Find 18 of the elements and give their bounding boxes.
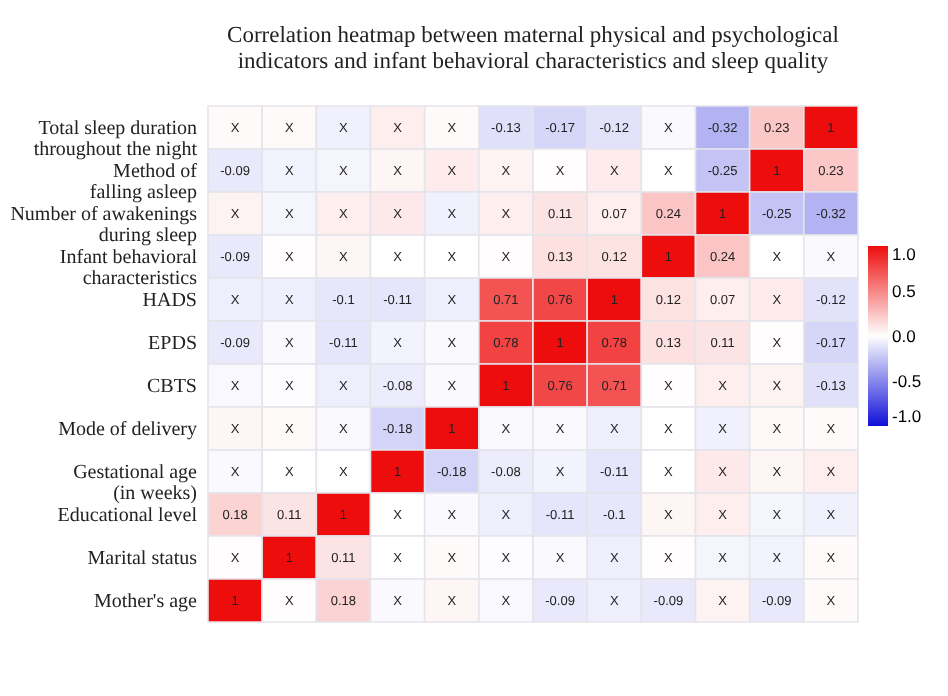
chart-title: Correlation heatmap between maternal physical and psychological indicators and infant behavioral characteristics and sleep quality (227, 24, 839, 75)
y-tick-label: Total sleep duration throughout the night (33, 117, 198, 161)
y-tick-label: Marital status (87, 547, 198, 570)
y-tick-label: CBTS (146, 375, 197, 398)
y-tick-label: Educational level (57, 504, 198, 527)
color-bar-label: -1.0 (892, 406, 922, 426)
y-tick-label: Mode of delivery (58, 418, 197, 441)
y-tick-label: Infant behavioral characteristics (59, 246, 198, 290)
y-tick-label: Gestational age (in weeks) (73, 461, 199, 505)
color-bar-label: 1.0 (892, 244, 917, 264)
y-tick-label: HADS (142, 289, 197, 312)
color-bar-label: -0.5 (892, 371, 922, 391)
y-tick-label: Method of falling asleep (89, 160, 199, 204)
y-tick-label: EPDS (148, 332, 197, 355)
color-bar-label: 0.5 (892, 281, 917, 301)
color-bar-label: 0.0 (892, 326, 917, 346)
y-tick-label: Mother's age (93, 590, 199, 613)
y-tick-label: Number of awakenings during sleep (10, 203, 198, 247)
